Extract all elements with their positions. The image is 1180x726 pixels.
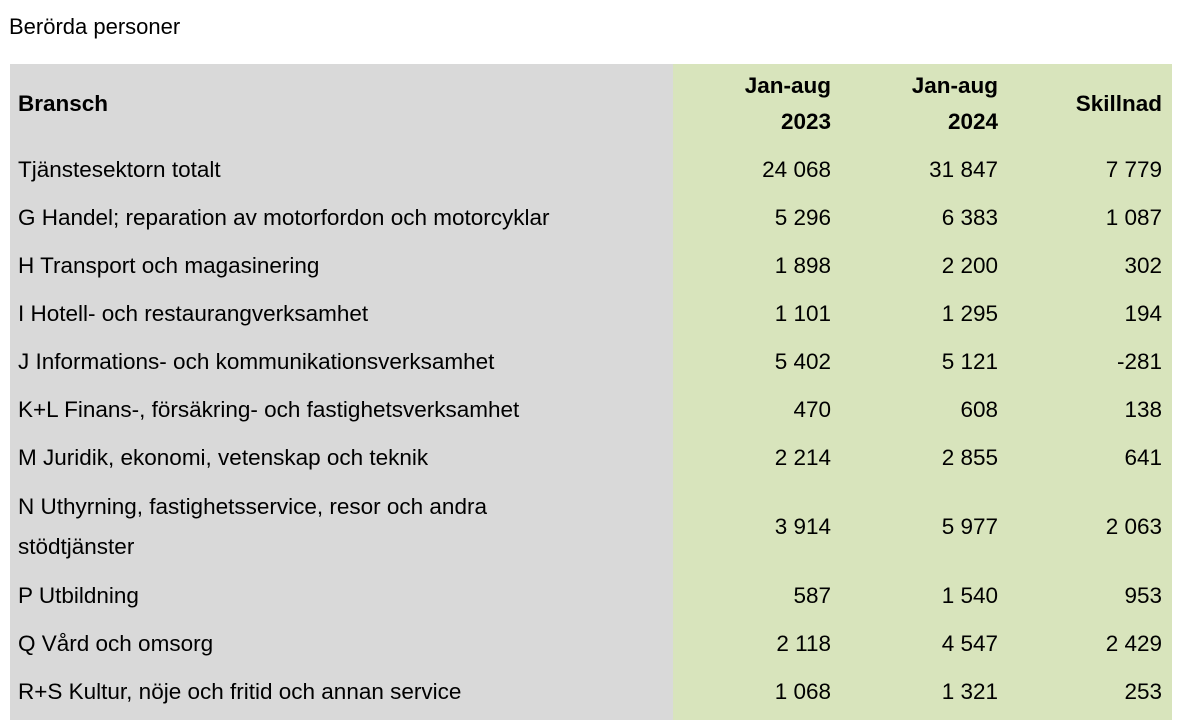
header-jan-aug-2023: Jan-aug 2023 bbox=[673, 68, 839, 140]
value-2023: 1 898 bbox=[774, 253, 831, 278]
value-2024: 2 855 bbox=[941, 445, 998, 470]
value-2024: 1 295 bbox=[941, 301, 998, 326]
value-2023: 587 bbox=[793, 583, 831, 608]
value-columns-background bbox=[673, 64, 1172, 720]
header-2023-line2: 2023 bbox=[780, 109, 831, 134]
value-2023: 1 101 bbox=[774, 301, 831, 326]
row-label: G Handel; reparation av motorfordon och … bbox=[18, 205, 550, 230]
value-diff: 1 087 bbox=[1105, 205, 1162, 230]
table-row: Tjänstesektorn totalt 24 068 31 847 7 77… bbox=[10, 146, 1172, 194]
table-row: R+S Kultur, nöje och fritid och annan se… bbox=[10, 668, 1172, 716]
table-header-row: Bransch Jan-aug 2023 Jan-aug 2024 Skilln… bbox=[10, 64, 1172, 144]
value-2024: 2 200 bbox=[941, 253, 998, 278]
table-row: H Transport och magasinering 1 898 2 200… bbox=[10, 242, 1172, 290]
value-2024: 5 977 bbox=[941, 514, 998, 539]
value-diff: 7 779 bbox=[1105, 157, 1162, 182]
row-label: Tjänstesektorn totalt bbox=[18, 157, 221, 182]
value-2023: 470 bbox=[793, 397, 831, 422]
header-skillnad: Skillnad bbox=[1075, 91, 1162, 116]
value-diff: 253 bbox=[1124, 679, 1162, 704]
value-2023: 1 068 bbox=[774, 679, 831, 704]
row-label: H Transport och magasinering bbox=[18, 253, 320, 278]
value-diff: 641 bbox=[1124, 445, 1162, 470]
row-label: K+L Finans-, försäkring- och fastighetsv… bbox=[18, 397, 520, 422]
value-diff: 953 bbox=[1124, 583, 1162, 608]
table-row: Q Vård och omsorg 2 118 4 547 2 429 bbox=[10, 620, 1172, 668]
value-2024: 6 383 bbox=[941, 205, 998, 230]
row-label: Q Vård och omsorg bbox=[18, 631, 214, 656]
row-label: J Informations- och kommunikationsverksa… bbox=[18, 349, 495, 374]
value-2024: 5 121 bbox=[941, 349, 998, 374]
value-2024: 31 847 bbox=[929, 157, 998, 182]
row-label: P Utbildning bbox=[18, 583, 139, 608]
value-2023: 24 068 bbox=[762, 157, 831, 182]
row-label-line2: stödtjänster bbox=[18, 534, 135, 559]
value-2023: 2 118 bbox=[776, 631, 831, 656]
value-2023: 3 914 bbox=[774, 514, 831, 539]
row-label: I Hotell- och restaurangverksamhet bbox=[18, 301, 369, 326]
value-2024: 1 540 bbox=[941, 583, 998, 608]
value-diff: 2 063 bbox=[1105, 514, 1162, 539]
row-label: R+S Kultur, nöje och fritid och annan se… bbox=[18, 679, 462, 704]
header-2024-line1: Jan-aug bbox=[911, 73, 998, 98]
value-2024: 608 bbox=[960, 397, 998, 422]
value-2023: 2 214 bbox=[774, 445, 831, 470]
header-2023-line1: Jan-aug bbox=[744, 73, 831, 98]
value-diff: 194 bbox=[1124, 301, 1162, 326]
table-row: K+L Finans-, försäkring- och fastighetsv… bbox=[10, 386, 1172, 434]
header-2024-line2: 2024 bbox=[947, 109, 998, 134]
table-caption: Berörda personer bbox=[9, 14, 181, 39]
value-diff: 302 bbox=[1124, 253, 1162, 278]
table-row: I Hotell- och restaurangverksamhet 1 101… bbox=[10, 290, 1172, 338]
table-row: M Juridik, ekonomi, vetenskap och teknik… bbox=[10, 434, 1172, 482]
value-2023: 5 296 bbox=[774, 205, 831, 230]
value-diff: 138 bbox=[1124, 397, 1162, 422]
row-label: M Juridik, ekonomi, vetenskap och teknik bbox=[18, 445, 429, 470]
table-row: G Handel; reparation av motorfordon och … bbox=[10, 194, 1172, 242]
value-diff: -281 bbox=[1116, 349, 1162, 374]
row-label: N Uthyrning, fastighetsservice, resor oc… bbox=[10, 487, 673, 567]
value-diff: 2 429 bbox=[1105, 631, 1162, 656]
value-2024: 4 547 bbox=[941, 631, 998, 656]
value-2024: 1 321 bbox=[941, 679, 998, 704]
label-column-background bbox=[10, 64, 673, 720]
value-2023: 5 402 bbox=[774, 349, 831, 374]
header-bransch: Bransch bbox=[18, 91, 109, 116]
header-jan-aug-2024: Jan-aug 2024 bbox=[839, 68, 1006, 140]
table-row: J Informations- och kommunikationsverksa… bbox=[10, 338, 1172, 386]
data-table: Bransch Jan-aug 2023 Jan-aug 2024 Skilln… bbox=[10, 64, 1172, 720]
row-label-line1: N Uthyrning, fastighetsservice, resor oc… bbox=[18, 494, 487, 519]
table-row: N Uthyrning, fastighetsservice, resor oc… bbox=[10, 482, 1172, 572]
table-row: P Utbildning 587 1 540 953 bbox=[10, 572, 1172, 620]
